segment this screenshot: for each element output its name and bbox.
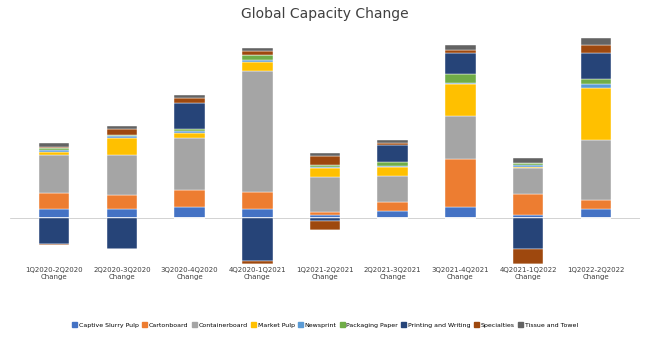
Bar bbox=[310, 166, 340, 168]
Bar bbox=[39, 244, 70, 245]
Bar bbox=[378, 211, 408, 218]
Bar bbox=[310, 165, 340, 166]
Bar bbox=[378, 162, 408, 166]
Bar bbox=[445, 53, 476, 74]
Bar bbox=[39, 209, 70, 218]
Bar bbox=[107, 195, 137, 209]
Bar bbox=[378, 166, 408, 167]
Bar bbox=[242, 192, 272, 209]
Bar bbox=[310, 215, 340, 218]
Bar bbox=[580, 88, 611, 140]
Bar bbox=[513, 215, 543, 218]
Bar bbox=[242, 52, 272, 55]
Bar bbox=[174, 207, 205, 218]
Bar bbox=[310, 153, 340, 156]
Bar bbox=[513, 168, 543, 194]
Bar bbox=[242, 218, 272, 261]
Bar bbox=[242, 60, 272, 62]
Bar bbox=[310, 218, 340, 221]
Bar bbox=[242, 71, 272, 192]
Bar bbox=[445, 159, 476, 207]
Bar bbox=[174, 190, 205, 207]
Bar bbox=[39, 143, 70, 147]
Bar bbox=[445, 116, 476, 159]
Title: Global Capacity Change: Global Capacity Change bbox=[241, 7, 409, 21]
Bar bbox=[580, 200, 611, 209]
Bar bbox=[107, 136, 137, 138]
Bar bbox=[174, 98, 205, 103]
Bar bbox=[39, 150, 70, 152]
Bar bbox=[107, 218, 137, 249]
Bar bbox=[174, 95, 205, 98]
Bar bbox=[39, 147, 70, 148]
Bar bbox=[174, 103, 205, 129]
Bar bbox=[378, 202, 408, 211]
Bar bbox=[378, 176, 408, 202]
Bar bbox=[378, 143, 408, 145]
Bar bbox=[107, 209, 137, 218]
Bar bbox=[445, 207, 476, 218]
Bar bbox=[107, 135, 137, 136]
Bar bbox=[242, 209, 272, 218]
Bar bbox=[39, 148, 70, 150]
Bar bbox=[445, 84, 476, 116]
Bar bbox=[174, 129, 205, 131]
Bar bbox=[242, 55, 272, 60]
Bar bbox=[445, 50, 476, 53]
Bar bbox=[580, 140, 611, 200]
Bar bbox=[580, 44, 611, 53]
Bar bbox=[39, 155, 70, 194]
Bar bbox=[107, 155, 137, 195]
Bar bbox=[242, 62, 272, 71]
Bar bbox=[378, 167, 408, 176]
Bar bbox=[107, 126, 137, 129]
Bar bbox=[242, 48, 272, 52]
Bar bbox=[513, 194, 543, 215]
Bar bbox=[378, 140, 408, 143]
Bar bbox=[580, 38, 611, 44]
Bar bbox=[39, 194, 70, 209]
Bar bbox=[513, 218, 543, 249]
Bar bbox=[310, 156, 340, 165]
Bar bbox=[445, 44, 476, 50]
Bar bbox=[513, 158, 543, 163]
Bar bbox=[174, 131, 205, 133]
Bar bbox=[39, 218, 70, 244]
Bar bbox=[513, 163, 543, 165]
Bar bbox=[310, 177, 340, 212]
Bar bbox=[242, 261, 272, 264]
Bar bbox=[39, 152, 70, 155]
Bar bbox=[513, 165, 543, 166]
Bar bbox=[580, 53, 611, 79]
Bar bbox=[107, 138, 137, 155]
Bar bbox=[513, 166, 543, 168]
Bar bbox=[580, 79, 611, 84]
Bar bbox=[445, 83, 476, 84]
Bar bbox=[174, 138, 205, 190]
Bar bbox=[513, 249, 543, 264]
Bar bbox=[445, 74, 476, 83]
Bar bbox=[310, 221, 340, 230]
Bar bbox=[107, 129, 137, 135]
Bar bbox=[580, 84, 611, 88]
Legend: Captive Slurry Pulp, Cartonboard, Containerboard, Market Pulp, Newsprint, Packag: Captive Slurry Pulp, Cartonboard, Contai… bbox=[70, 320, 580, 330]
Bar bbox=[378, 145, 408, 162]
Bar bbox=[310, 212, 340, 215]
Bar bbox=[580, 209, 611, 218]
Bar bbox=[310, 168, 340, 177]
Bar bbox=[174, 133, 205, 138]
